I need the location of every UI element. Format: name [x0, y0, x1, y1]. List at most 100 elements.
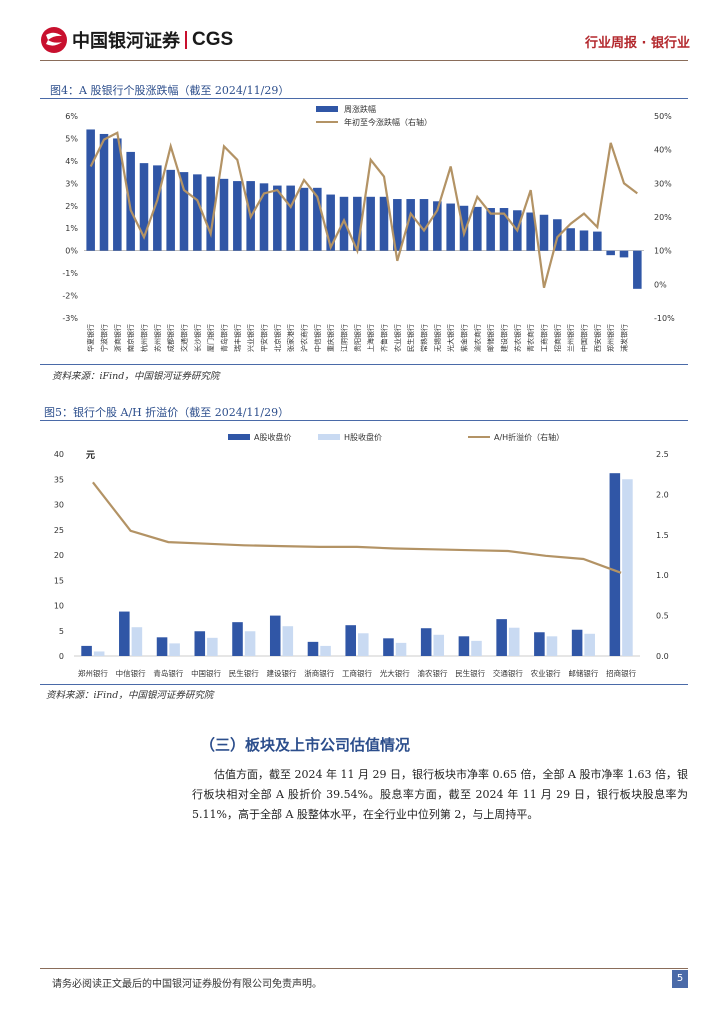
a-share-price-bar	[383, 638, 394, 656]
category-label: 郑州银行	[606, 324, 615, 352]
weekly-change-bar	[86, 129, 95, 251]
company-name-en: CGS	[192, 29, 234, 50]
category-label: 沪农商行	[300, 324, 309, 352]
category-label: 常熟银行	[420, 324, 429, 352]
category-label: 青岛银行	[220, 324, 229, 352]
a-share-price-bar	[496, 619, 507, 656]
footer-disclaimer: 请务必阅读正文最后的中国银河证券股份有限公司免责声明。	[52, 979, 322, 990]
category-label: 青岛银行	[153, 668, 183, 678]
weekly-change-bar	[313, 187, 322, 251]
category-label: 交通银行	[180, 324, 189, 352]
figure5-source: 资料来源：iFind，中国银河证券研究院	[46, 690, 214, 701]
y-right-tick-label: 10%	[654, 247, 672, 256]
y-left-tick-label: 20	[54, 551, 64, 560]
figure4-bottom-rule	[40, 364, 688, 365]
a-share-price-bar	[307, 641, 319, 656]
legend-a-swatch	[228, 434, 250, 440]
report-type: 行业周报 · 银行业	[585, 36, 690, 51]
category-label: 光大银行	[380, 668, 410, 678]
weekly-change-bar	[366, 196, 375, 251]
a-share-price-bar	[458, 636, 470, 656]
category-label: 兴业银行	[246, 324, 255, 352]
y-right-tick-label: 30%	[654, 179, 672, 188]
category-label: 宁波银行	[100, 324, 109, 352]
category-label: 无锡银行	[433, 324, 442, 352]
category-label: 渝农银行	[417, 668, 447, 678]
category-label: 中信银行	[116, 668, 146, 678]
category-label: 郑州银行	[78, 668, 108, 678]
h-share-price-bar	[471, 640, 482, 656]
y-left-tick-label: 5	[59, 627, 64, 636]
weekly-change-bar	[579, 230, 589, 251]
a-share-price-bar	[609, 473, 621, 656]
category-label: 江阴银行	[340, 324, 349, 352]
weekly-change-bar	[153, 165, 162, 251]
category-label: 成都银行	[166, 324, 175, 352]
category-label: 平安银行	[260, 324, 269, 352]
category-label: 邮储银行	[568, 668, 598, 678]
page-number: 5	[672, 970, 688, 988]
weekly-change-bar	[353, 196, 362, 251]
category-label: 农业银行	[531, 668, 561, 678]
category-label: 工商银行	[540, 324, 549, 352]
y-left-tick-label: -2%	[62, 292, 78, 301]
figure4-title: 图4：A 股银行个股涨跌幅（截至 2024/11/29）	[50, 84, 290, 97]
category-label: 贵阳银行	[353, 324, 362, 352]
weekly-change-bar	[326, 194, 335, 251]
weekly-change-bar	[473, 206, 482, 251]
y-left-tick-label: 30	[54, 501, 64, 510]
weekly-change-bar	[393, 199, 402, 251]
a-share-price-bar	[119, 611, 130, 656]
h-share-price-bar	[93, 651, 105, 656]
a-share-price-bar	[534, 632, 545, 656]
a-share-price-bar	[420, 628, 432, 656]
weekly-change-bar	[499, 208, 509, 251]
a-share-price-bar	[194, 631, 206, 656]
category-label: 民生银行	[406, 324, 415, 352]
header-divider	[40, 60, 688, 61]
category-label: 杭州银行	[140, 324, 149, 352]
y-right-tick-label: 40%	[654, 146, 672, 155]
weekly-change-bar	[139, 163, 149, 251]
weekly-change-bar	[486, 208, 495, 251]
category-label: 民生银行	[455, 668, 485, 678]
category-label: 招商银行	[553, 324, 562, 352]
legend-line-label: 年初至今涨跌幅（右轴）	[344, 117, 432, 127]
category-label: 工商银行	[342, 668, 372, 678]
category-label: 浙商银行	[113, 324, 122, 352]
legend-bar-label: 周涨跌幅	[344, 104, 376, 114]
y-left-tick-label: 25	[54, 526, 64, 535]
category-label: 张家港行	[286, 324, 295, 352]
y-left-tick-label: -1%	[62, 269, 78, 278]
category-label: 苏州银行	[153, 324, 162, 352]
weekly-change-bar	[406, 199, 415, 251]
cgs-logo-icon	[41, 27, 67, 53]
y-right-tick-label: 0.5	[656, 612, 669, 621]
company-name: 中国银河证券	[72, 31, 180, 52]
figure4-chart: 6% 5% 4% 3% 2% 1% 0% -1% -2% -3% 50% 40% 30% 20% 10% 0%…	[62, 104, 675, 352]
weekly-change-bar	[446, 203, 455, 251]
weekly-change-bar	[166, 169, 175, 251]
h-share-price-bar	[282, 626, 294, 656]
weekly-change-bar	[206, 176, 215, 251]
weekly-change-bar	[526, 212, 535, 251]
weekly-change-bar	[259, 183, 269, 251]
y-right-tick-label: 0%	[654, 280, 667, 289]
weekly-change-bar	[539, 214, 549, 251]
category-label: 光大银行	[446, 324, 455, 352]
category-label: 邮储银行	[486, 324, 495, 352]
category-label: 长沙银行	[193, 324, 202, 352]
h-share-price-bar	[395, 642, 407, 656]
weekly-change-bar	[286, 185, 295, 251]
category-label: 渝农商行	[473, 324, 482, 352]
legend-bar-swatch	[316, 106, 338, 112]
unit-label: 元	[86, 450, 95, 461]
a-share-price-bar	[345, 625, 356, 656]
figure5-chart: 40353025201510502.52.01.51.00.50.0元郑州银行中…	[54, 432, 669, 678]
weekly-change-bar	[126, 151, 135, 251]
category-label: 北京银行	[273, 324, 282, 352]
h-share-price-bar	[584, 633, 595, 656]
weekly-change-bar	[433, 201, 442, 251]
y-right-tick-label: 0.0	[656, 652, 669, 661]
category-label: 建设银行	[500, 324, 509, 352]
